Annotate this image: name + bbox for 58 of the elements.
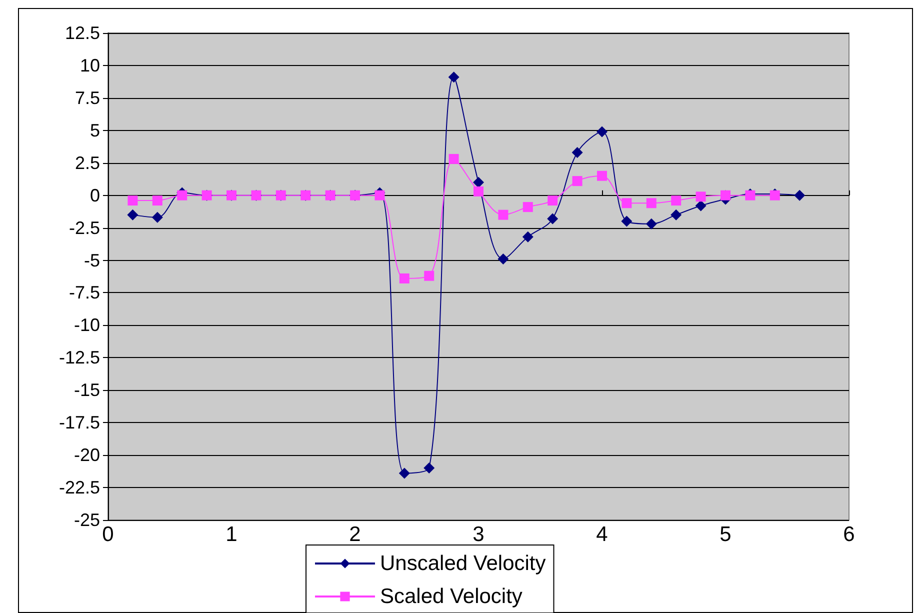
point xyxy=(670,209,682,220)
point xyxy=(474,186,484,196)
y-tick-label: 5 xyxy=(90,120,100,140)
y-tick-label: -12.5 xyxy=(58,348,100,368)
y-tick-label: -7.5 xyxy=(68,282,100,303)
legend-label: Unscaled Velocity xyxy=(380,552,546,575)
point xyxy=(128,196,138,206)
point xyxy=(152,212,163,223)
y-tick-label: -5 xyxy=(84,250,100,270)
x-tick-label: 6 xyxy=(843,523,855,546)
point xyxy=(621,216,632,227)
point xyxy=(522,231,534,242)
point xyxy=(177,190,188,200)
point xyxy=(646,218,657,230)
point xyxy=(448,154,459,164)
y-tick-label: -2.5 xyxy=(68,218,100,238)
point xyxy=(695,200,706,212)
x-tick-label: 2 xyxy=(349,523,361,546)
legend-label: Scaled Velocity xyxy=(380,585,523,608)
y-tick-label: 12.5 xyxy=(64,23,100,43)
point xyxy=(572,176,582,186)
y-tick-label: -25 xyxy=(74,510,100,530)
x-tick-label: 1 xyxy=(226,523,238,546)
point xyxy=(398,468,410,479)
point xyxy=(572,146,583,158)
x-tick-label: 4 xyxy=(596,523,608,546)
point xyxy=(622,198,632,208)
point xyxy=(547,213,558,224)
point xyxy=(374,190,385,200)
y-tick-label: -17.5 xyxy=(58,412,100,433)
point xyxy=(448,72,460,83)
point xyxy=(597,170,607,181)
y-tick-label: 10 xyxy=(80,55,100,76)
y-tick-label: -20 xyxy=(74,445,100,466)
y-tick-label: -15 xyxy=(74,380,100,400)
y-tick-label: 7.5 xyxy=(74,88,100,108)
y-tick-label: -22.5 xyxy=(58,478,100,498)
x-tick-label: 3 xyxy=(472,523,484,546)
point xyxy=(399,273,410,284)
point xyxy=(498,210,508,220)
y-tick-label: 2.5 xyxy=(74,152,100,173)
point xyxy=(473,176,484,188)
point xyxy=(498,253,509,264)
point xyxy=(548,196,558,206)
point xyxy=(424,462,435,474)
point xyxy=(127,209,138,220)
point xyxy=(696,192,706,202)
x-tick-label: 5 xyxy=(720,523,732,546)
y-tick-label: 0 xyxy=(90,185,100,206)
point xyxy=(794,190,806,201)
point xyxy=(646,198,656,208)
point xyxy=(671,196,682,206)
y-tick-label: -10 xyxy=(74,315,100,336)
point xyxy=(596,126,608,138)
point xyxy=(424,270,434,281)
point xyxy=(720,190,730,200)
point xyxy=(152,196,162,206)
point xyxy=(522,202,533,212)
